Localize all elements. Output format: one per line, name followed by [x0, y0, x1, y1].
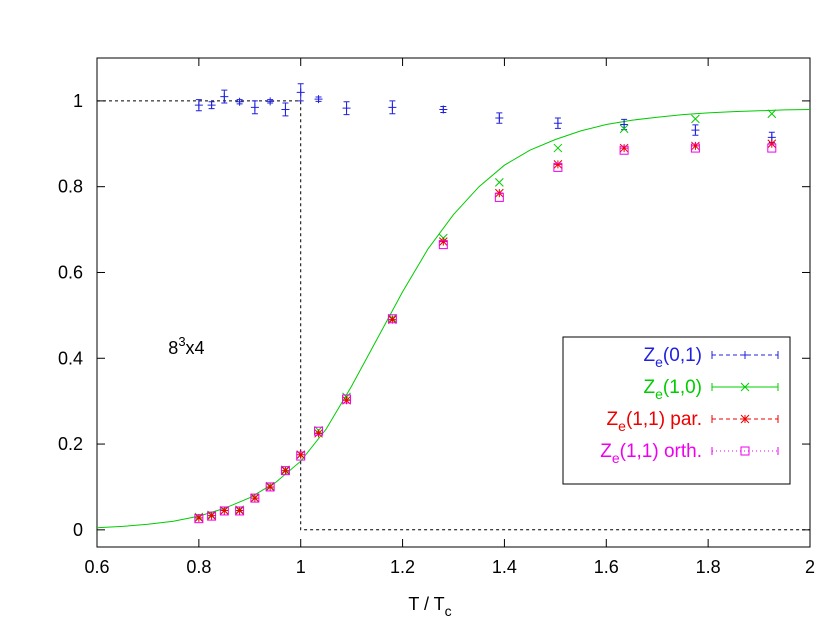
legend: Ze(0,1) Ze(1,0) Ze(1,1) par. Ze(1,1) orth.: [562, 336, 791, 485]
marker-square: [690, 143, 700, 153]
legend-errorbar-2: [711, 415, 779, 423]
legend-label-3: Ze(1,1) orth.: [600, 441, 702, 466]
marker-star: [314, 428, 323, 438]
marker-square: [250, 493, 260, 503]
marker-plus: [314, 95, 323, 104]
y-tick-label: 0.6: [58, 262, 83, 282]
marker-square: [194, 514, 204, 524]
legend-errorbar-1: [711, 383, 779, 391]
legend-errorbar-3: [711, 447, 779, 455]
marker-cross: [691, 114, 700, 124]
marker-plus: [741, 351, 749, 359]
marker-star: [265, 482, 275, 492]
marker-star: [194, 513, 204, 523]
x-tick-label: 0.8: [186, 557, 211, 577]
x-tick-label: 2: [805, 557, 815, 577]
annotation-lattice-size: 83x4: [168, 334, 204, 358]
curves: [96, 100, 811, 531]
y-tick-label: 0.2: [58, 434, 83, 454]
marker-plus: [207, 101, 216, 110]
marker-plus: [342, 104, 351, 113]
marker-square: [342, 394, 352, 404]
marker-plus: [266, 97, 275, 106]
marker-plus: [388, 103, 397, 112]
ticks: 0.6 0.8 1 1.2 1.4 1.6 1.8 2 0 0.2 0.4 0.6 0.8 1: [58, 58, 815, 577]
marker-star: [388, 315, 397, 325]
marker-square: [553, 162, 563, 172]
marker-cross: [619, 124, 629, 134]
legend-box: [562, 336, 791, 485]
legend-label-1: Ze(1,0): [644, 377, 702, 402]
marker-plus: [691, 126, 700, 135]
marker-square: [767, 143, 777, 153]
marker-square: [619, 145, 629, 155]
x-tick-label: 1.4: [492, 557, 517, 577]
marker-plus: [296, 88, 305, 97]
series-0: [194, 83, 776, 144]
plot-frame: [96, 57, 811, 548]
marker-plus: [250, 103, 259, 112]
marker-star: [342, 395, 351, 405]
marker-plus: [220, 92, 229, 101]
marker-square: [207, 511, 217, 521]
marker-cross: [494, 178, 504, 187]
marker-plus: [495, 114, 504, 123]
x-axis-title: T / Tc: [408, 594, 451, 619]
marker-square: [314, 426, 324, 436]
marker-star: [235, 506, 244, 515]
marker-star: [207, 511, 216, 521]
marker-square: [235, 506, 245, 516]
x-tick-label: 1: [296, 557, 306, 577]
fit-curve: [96, 109, 811, 529]
x-tick-label: 1.2: [390, 557, 415, 577]
marker-plus: [235, 97, 244, 106]
marker-square: [387, 314, 397, 324]
marker-star: [740, 414, 750, 424]
marker-star: [691, 141, 700, 151]
marker-cross: [553, 143, 563, 153]
y-tick-label: 1: [73, 91, 83, 111]
x-tick-label: 1.8: [696, 557, 721, 577]
marker-star: [553, 160, 563, 169]
marker-square: [296, 451, 306, 461]
marker-star: [281, 466, 290, 476]
series-3: [194, 143, 777, 524]
marker-plus: [439, 105, 448, 114]
marker-star: [438, 237, 448, 246]
marker-plus: [620, 120, 629, 129]
marker-plus: [194, 101, 203, 110]
x-tick-label: 0.6: [84, 557, 109, 577]
legend-label-2: Ze(1,1) par.: [607, 409, 702, 434]
y-tick-label: 0.8: [58, 177, 83, 197]
marker-square: [494, 192, 504, 202]
marker-star: [219, 506, 229, 515]
marker-square: [740, 446, 750, 456]
marker-plus: [281, 105, 290, 114]
marker-square: [219, 506, 229, 516]
marker-plus: [553, 119, 562, 128]
marker-square: [265, 482, 275, 492]
x-tick-label: 1.6: [594, 557, 619, 577]
legend-label-0: Ze(0,1): [644, 345, 702, 370]
marker-cross: [740, 382, 750, 392]
y-tick-label: 0.4: [58, 348, 83, 368]
data-series: [194, 83, 777, 524]
marker-star: [250, 493, 260, 503]
legend-errorbar-0: [711, 351, 779, 359]
marker-square: [280, 466, 290, 476]
marker-star: [619, 143, 629, 153]
marker-cross: [767, 109, 777, 119]
marker-star: [296, 450, 306, 460]
marker-square: [438, 240, 448, 250]
y-tick-label: 0: [73, 520, 83, 540]
